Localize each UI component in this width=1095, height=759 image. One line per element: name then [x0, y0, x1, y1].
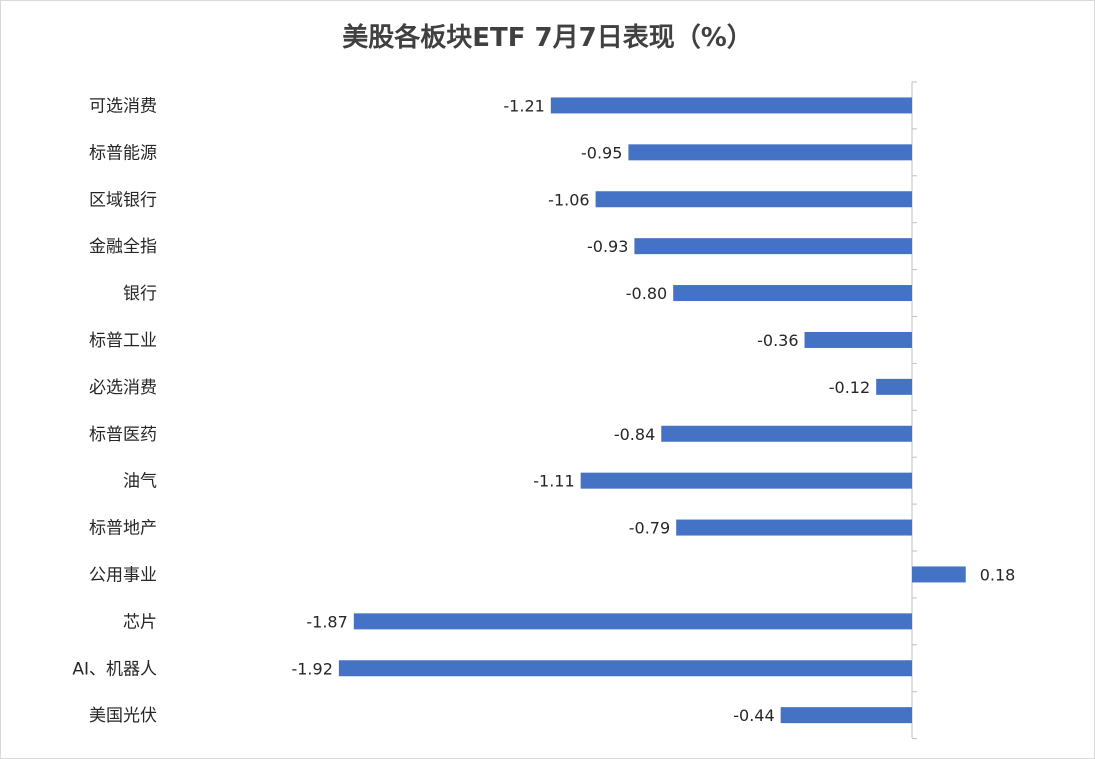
- data-label: -0.44: [733, 706, 774, 725]
- chart-title: 美股各板块ETF 7月7日表现（%）: [342, 23, 753, 53]
- category-label: 美国光伏: [89, 706, 157, 726]
- category-label: 必选消费: [89, 378, 157, 398]
- data-label: -1.92: [291, 659, 332, 678]
- data-label: -1.87: [306, 612, 347, 631]
- data-label: -0.80: [626, 284, 667, 303]
- category-label: 标普工业: [89, 331, 157, 351]
- bar: [804, 331, 912, 348]
- bar: [661, 425, 912, 442]
- bar: [628, 144, 912, 161]
- bar: [580, 472, 912, 489]
- category-label: 标普医药: [89, 425, 157, 445]
- bar: [595, 191, 912, 208]
- data-label: -0.79: [629, 519, 670, 538]
- data-label: -0.12: [829, 378, 870, 397]
- bar: [912, 566, 966, 583]
- category-label: 可选消费: [89, 96, 157, 116]
- bar: [876, 378, 912, 395]
- data-label: -1.11: [533, 472, 574, 491]
- category-label: AI、机器人: [72, 659, 157, 679]
- bar: [673, 285, 912, 302]
- data-label: -1.21: [503, 96, 544, 115]
- bar: [353, 613, 912, 630]
- category-label: 银行: [123, 284, 157, 304]
- category-label: 油气: [123, 472, 157, 492]
- bar: [780, 707, 912, 724]
- bar: [634, 238, 912, 255]
- bar: [550, 97, 912, 114]
- category-label: 标普能源: [89, 143, 157, 163]
- category-label: 公用事业: [89, 565, 157, 585]
- data-label: 0.18: [980, 565, 1016, 584]
- data-label: -0.95: [581, 143, 622, 162]
- data-label: -0.93: [587, 237, 628, 256]
- bar: [676, 519, 912, 536]
- category-label: 区域银行: [89, 190, 157, 210]
- data-label: -0.36: [757, 331, 798, 350]
- data-label: -1.06: [548, 190, 589, 209]
- category-label: 芯片: [123, 612, 157, 632]
- category-label: 标普地产: [89, 519, 157, 539]
- bar: [338, 660, 912, 677]
- data-label: -0.84: [614, 425, 655, 444]
- category-label: 金融全指: [89, 237, 157, 257]
